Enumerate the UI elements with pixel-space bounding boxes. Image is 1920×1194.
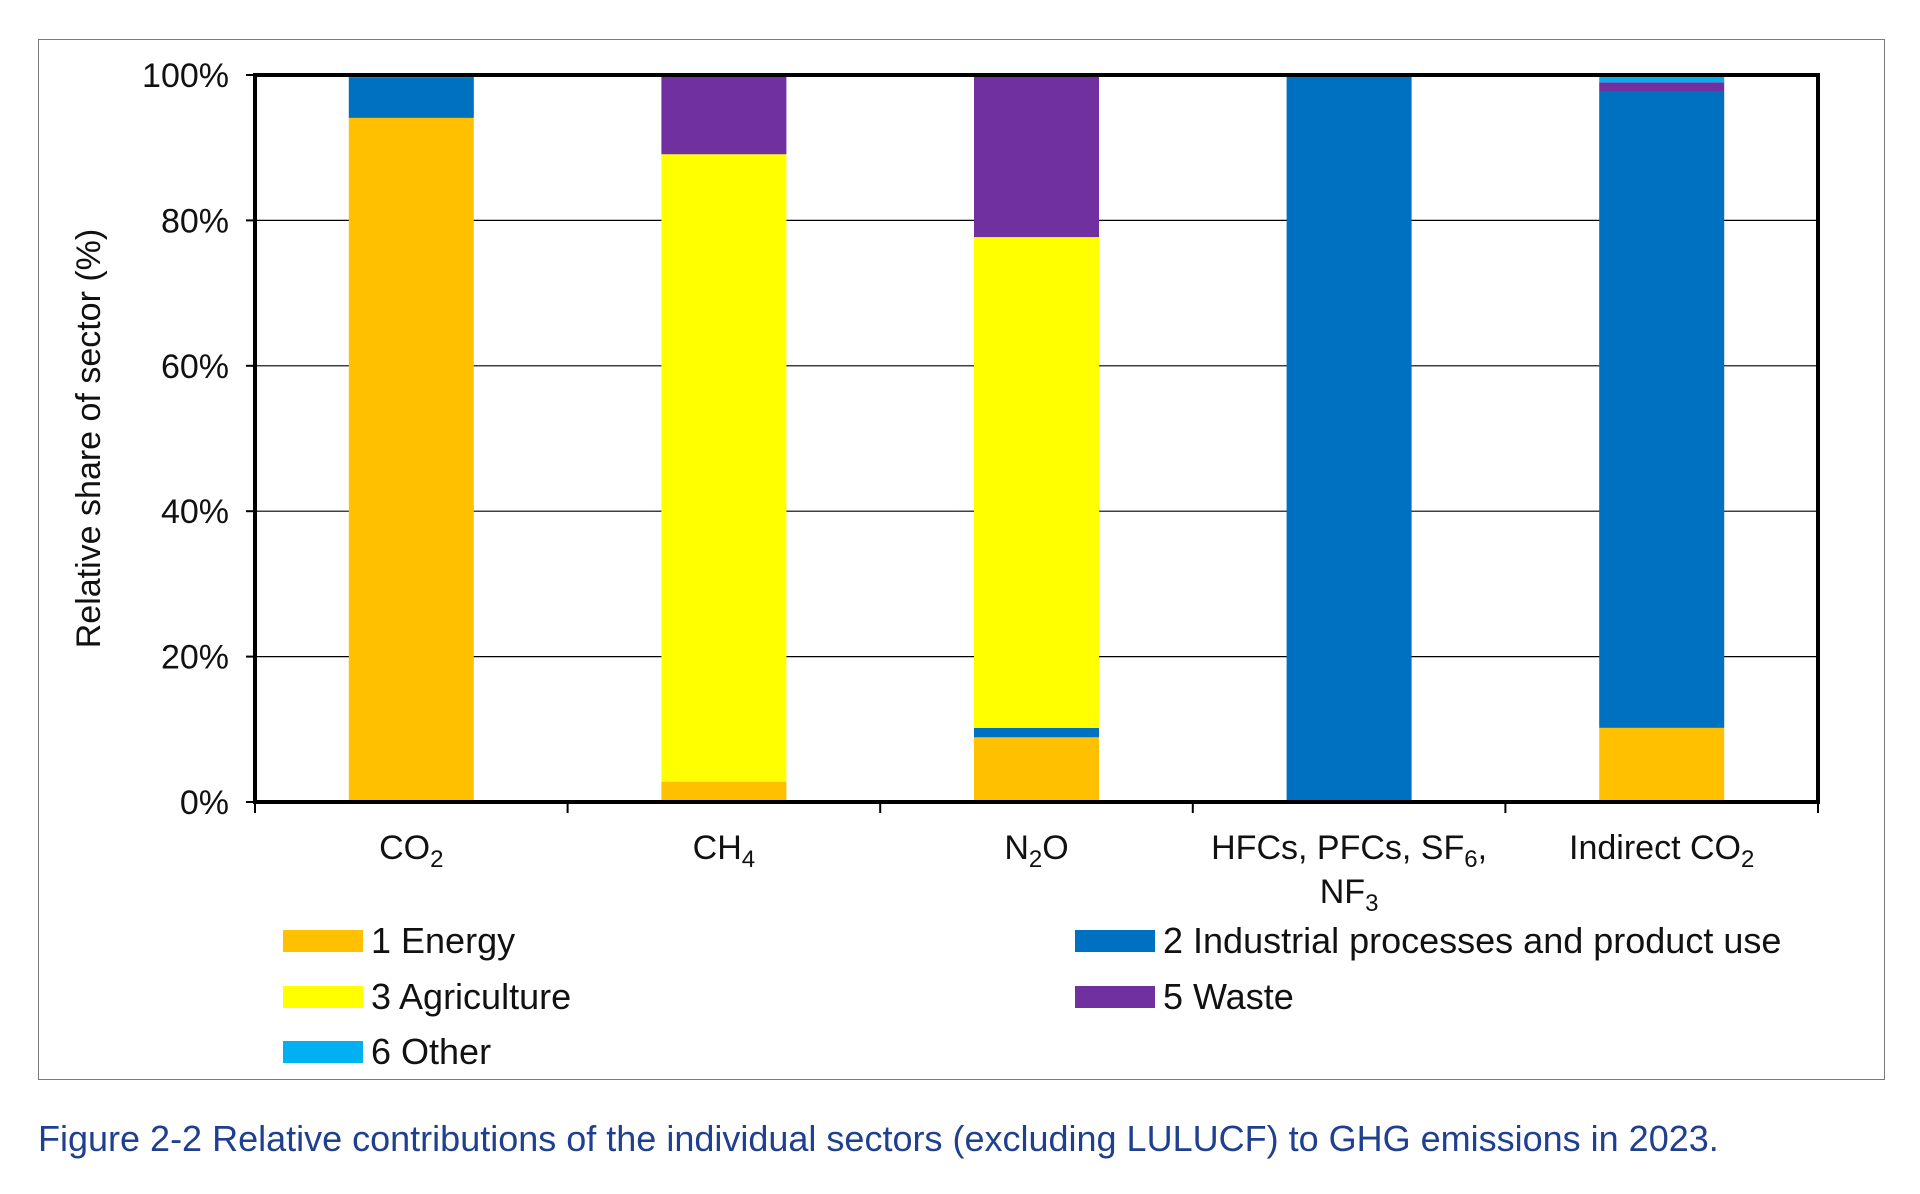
bar-segment-1-energy: [348, 117, 474, 802]
y-tick-label: 100%: [142, 57, 229, 95]
bar-segment-5-waste: [974, 75, 1099, 238]
legend-swatch-other: [283, 1041, 363, 1063]
y-tick-label: 0%: [180, 784, 229, 822]
x-tick-label: CH4: [693, 829, 755, 873]
bar-segment-3-agriculture: [974, 237, 1099, 728]
y-axis-label: Relative share of sector (%): [70, 229, 108, 649]
plot-area-border: [253, 73, 1820, 804]
y-tick-label: 20%: [161, 639, 229, 677]
x-tick-label: Indirect CO2: [1569, 829, 1754, 873]
x-tick-label: N2O: [1004, 829, 1068, 873]
legend-item-other: 6 Other: [283, 1031, 491, 1073]
bar-segment-5-waste: [661, 75, 787, 155]
y-tick-label: 80%: [161, 202, 229, 240]
bar-segment-2-industrial-processes-and-product-use: [1286, 75, 1412, 802]
figure-caption: Figure 2-2 Relative contributions of the…: [38, 1118, 1719, 1160]
bar-segment-1-energy: [974, 737, 1099, 802]
ticks: [246, 74, 1819, 813]
legend-item-energy: 1 Energy: [283, 920, 515, 962]
legend-swatch-industrial: [1075, 930, 1155, 952]
bar-segment-2-industrial-processes-and-product-use: [974, 727, 1099, 738]
legend-item-waste: 5 Waste: [1075, 976, 1294, 1018]
bar-segment-1-energy: [661, 781, 787, 802]
legend-label-waste: 5 Waste: [1163, 976, 1294, 1017]
y-tick-label: 60%: [161, 348, 229, 386]
legend-swatch-agriculture: [283, 986, 363, 1008]
tick-labels: 0% 20% 40% 60% 80% 100% CO2 CH4 N2O HFCs, PFCs, S…: [142, 57, 1754, 917]
x-tick-label: CO2: [379, 829, 443, 873]
legend-label-agriculture: 3 Agriculture: [371, 976, 572, 1017]
stacked-bar-chart: 0% 20% 40% 60% 80% 100% CO2 CH4 N2O HFCs, PFCs, S…: [70, 57, 1820, 917]
bar-segment-5-waste: [1599, 82, 1725, 91]
figure-caption-text: Figure 2-2 Relative contributions of the…: [38, 1118, 1719, 1159]
legend-label-other: 6 Other: [371, 1031, 492, 1072]
legend-item-agriculture: 3 Agriculture: [283, 976, 571, 1018]
legend-item-industrial: 2 Industrial processes and product use: [1075, 920, 1781, 962]
legend-swatch-waste: [1075, 986, 1155, 1008]
x-tick-label: HFCs, PFCs, SF6,: [1211, 829, 1487, 873]
bar-segment-6-other: [1599, 75, 1725, 83]
bar-segment-2-industrial-processes-and-product-use: [1599, 90, 1725, 728]
y-tick-label: 40%: [161, 493, 229, 531]
bar-segment-3-agriculture: [661, 154, 787, 782]
bar-segment-1-energy: [1599, 727, 1725, 802]
figure-frame: [38, 39, 1885, 1080]
legend-swatch-energy: [283, 930, 363, 952]
bar-segment-2-industrial-processes-and-product-use: [348, 77, 474, 118]
legend-label-energy: 1 Energy: [371, 920, 516, 961]
x-tick-label-line2: NF3: [1320, 873, 1379, 917]
legend-label-industrial: 2 Industrial processes and product use: [1163, 920, 1782, 961]
bars: [348, 75, 1725, 802]
